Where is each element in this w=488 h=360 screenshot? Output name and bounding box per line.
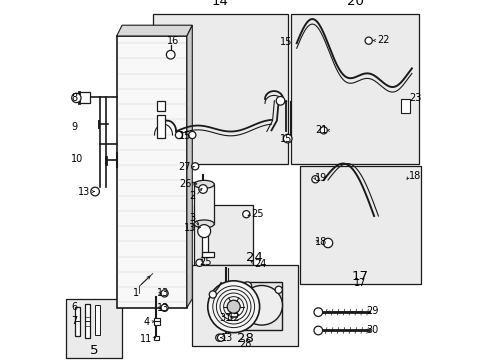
- Text: 6: 6: [71, 302, 77, 312]
- Text: 17: 17: [353, 278, 366, 288]
- Text: 5: 5: [90, 344, 98, 357]
- Text: 22: 22: [376, 35, 388, 45]
- Text: 21: 21: [315, 125, 327, 135]
- Circle shape: [196, 259, 203, 266]
- Circle shape: [365, 37, 371, 44]
- Polygon shape: [186, 25, 192, 308]
- Text: 24: 24: [245, 251, 262, 264]
- Circle shape: [161, 304, 168, 311]
- Text: 8: 8: [71, 93, 77, 103]
- Text: 13: 13: [78, 186, 90, 197]
- Text: 25: 25: [250, 209, 263, 219]
- Circle shape: [313, 326, 322, 335]
- Polygon shape: [117, 25, 192, 36]
- Text: 10: 10: [71, 154, 83, 164]
- Text: 15: 15: [179, 131, 191, 141]
- Polygon shape: [202, 252, 213, 257]
- Text: 19: 19: [314, 173, 326, 183]
- Polygon shape: [153, 336, 159, 340]
- Text: 7: 7: [71, 316, 77, 326]
- Text: 17: 17: [351, 270, 368, 283]
- Text: 31: 31: [219, 312, 231, 323]
- Text: 25: 25: [199, 257, 212, 267]
- Text: 18: 18: [314, 237, 326, 247]
- Circle shape: [313, 308, 322, 316]
- Polygon shape: [85, 304, 90, 338]
- Text: 13: 13: [221, 333, 233, 343]
- Circle shape: [243, 282, 251, 291]
- Text: 27: 27: [178, 162, 191, 172]
- Text: 2: 2: [189, 191, 196, 201]
- Ellipse shape: [194, 220, 214, 228]
- Text: 29: 29: [366, 306, 378, 316]
- Polygon shape: [400, 99, 409, 113]
- Circle shape: [311, 176, 318, 183]
- Text: 15: 15: [279, 37, 291, 48]
- Polygon shape: [79, 92, 89, 103]
- Circle shape: [276, 96, 284, 105]
- Bar: [152, 14, 287, 164]
- Circle shape: [188, 131, 196, 139]
- Polygon shape: [157, 115, 164, 138]
- Ellipse shape: [241, 285, 282, 325]
- Text: 3: 3: [189, 213, 196, 223]
- Text: 28: 28: [237, 332, 253, 345]
- Circle shape: [209, 291, 216, 298]
- Polygon shape: [202, 232, 208, 257]
- Circle shape: [320, 127, 326, 134]
- Circle shape: [242, 211, 249, 218]
- Text: 30: 30: [366, 325, 378, 336]
- Circle shape: [91, 187, 99, 196]
- Circle shape: [197, 225, 210, 238]
- Text: 20: 20: [346, 0, 363, 8]
- Bar: [192, 265, 298, 346]
- Polygon shape: [157, 101, 164, 111]
- Text: 18: 18: [408, 171, 421, 181]
- Bar: [194, 205, 253, 265]
- Circle shape: [166, 50, 175, 59]
- Text: 16: 16: [167, 36, 179, 46]
- Polygon shape: [75, 307, 80, 336]
- Text: 26: 26: [179, 179, 191, 189]
- Circle shape: [199, 185, 207, 193]
- Text: 28: 28: [239, 339, 251, 349]
- Ellipse shape: [194, 180, 214, 188]
- Text: 12: 12: [227, 312, 240, 323]
- Text: 14: 14: [211, 0, 228, 8]
- Circle shape: [323, 238, 332, 248]
- Polygon shape: [95, 305, 100, 335]
- Bar: [194, 184, 214, 224]
- Bar: [291, 14, 418, 164]
- Text: 13: 13: [157, 303, 169, 313]
- Text: 23: 23: [408, 93, 421, 103]
- Circle shape: [191, 163, 199, 170]
- Bar: [300, 166, 420, 284]
- Circle shape: [175, 131, 182, 139]
- Text: 24: 24: [254, 258, 266, 269]
- Bar: [117, 36, 186, 308]
- Circle shape: [161, 290, 168, 297]
- Circle shape: [227, 300, 240, 313]
- Text: 15: 15: [279, 134, 291, 144]
- Text: 11: 11: [140, 334, 152, 344]
- Bar: [241, 282, 282, 330]
- Text: 1: 1: [133, 288, 139, 298]
- Circle shape: [215, 334, 223, 341]
- Circle shape: [283, 134, 291, 143]
- Text: 9: 9: [71, 122, 77, 132]
- Circle shape: [217, 334, 224, 341]
- Circle shape: [275, 286, 282, 293]
- Circle shape: [72, 93, 81, 103]
- Text: 4: 4: [144, 317, 150, 327]
- Bar: [66, 299, 122, 358]
- Text: 13: 13: [183, 222, 196, 233]
- Text: 13: 13: [157, 288, 169, 298]
- Circle shape: [207, 281, 259, 333]
- Polygon shape: [153, 318, 160, 325]
